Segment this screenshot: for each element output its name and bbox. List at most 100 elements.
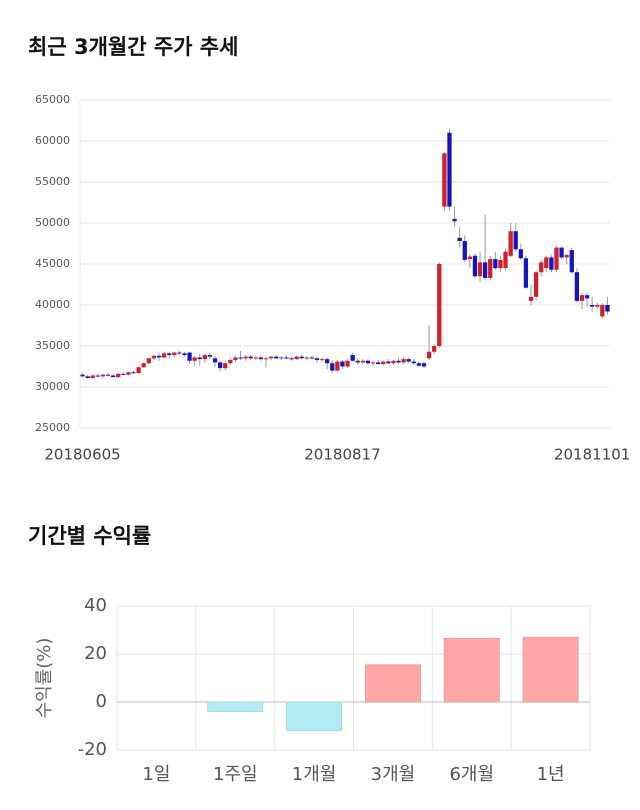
bar xyxy=(207,701,264,713)
candle-body xyxy=(177,352,182,354)
candle-body xyxy=(126,372,131,375)
candle-body xyxy=(508,231,513,256)
candle-body xyxy=(243,356,248,359)
candle-body xyxy=(314,358,320,360)
candle-body xyxy=(85,376,90,378)
candle-body xyxy=(218,362,223,369)
candle-body xyxy=(472,255,478,277)
candle-body xyxy=(386,361,391,364)
candle-body xyxy=(95,375,100,377)
candle-body xyxy=(156,355,162,358)
x-tick-label: 1일 xyxy=(142,764,170,785)
candle-body xyxy=(559,247,564,258)
candle-body xyxy=(574,272,580,301)
candle-body xyxy=(299,356,304,359)
bar xyxy=(443,638,500,703)
candle-body xyxy=(228,359,233,364)
candle-body xyxy=(411,361,416,364)
candle-body xyxy=(493,259,498,269)
y-tick-label: 25000 xyxy=(35,421,70,434)
candle-body xyxy=(569,250,574,273)
y-tick-label: -20 xyxy=(78,739,107,760)
bar xyxy=(286,701,343,732)
candle-body xyxy=(421,363,427,367)
candle-body xyxy=(437,264,442,346)
y-tick-label: 35000 xyxy=(35,339,70,352)
candle-body xyxy=(483,262,488,278)
bar xyxy=(364,664,421,703)
candle-body xyxy=(116,373,121,378)
candle-body xyxy=(161,353,167,358)
candle-body xyxy=(309,357,315,359)
candle-body xyxy=(590,305,595,307)
y-axis-title: 수익률(%) xyxy=(34,638,55,719)
candle-body xyxy=(416,363,422,366)
candle-body xyxy=(503,251,508,269)
candle-body xyxy=(513,231,518,250)
y-tick-label: 65000 xyxy=(35,93,70,106)
candle-body xyxy=(258,357,264,360)
candle-body xyxy=(141,363,146,368)
candle-body xyxy=(151,355,157,359)
candle-body xyxy=(406,359,411,362)
y-tick-label: 30000 xyxy=(35,380,70,393)
y-tick-label: 50000 xyxy=(35,216,70,229)
candle-body xyxy=(207,355,213,357)
candle-body xyxy=(426,351,432,359)
candle-body xyxy=(274,356,279,359)
chart-title: 기간별 수익률 xyxy=(28,524,151,548)
candle-body xyxy=(253,357,258,359)
candle-body xyxy=(233,357,238,360)
candle-body xyxy=(365,360,371,364)
candle-body xyxy=(518,249,523,259)
candle-body xyxy=(289,358,294,360)
x-tick-label: 1년 xyxy=(537,764,565,785)
x-tick-label: 1주일 xyxy=(213,764,258,785)
candle-body xyxy=(549,257,554,270)
candle-body xyxy=(584,295,590,299)
candle-body xyxy=(345,360,350,367)
candle-body xyxy=(80,374,85,377)
candle-body xyxy=(442,153,447,207)
candle-body xyxy=(304,357,309,359)
candle-body xyxy=(340,361,345,367)
candle-body xyxy=(375,362,381,365)
y-tick-label: 55000 xyxy=(35,175,70,188)
candle-body xyxy=(391,360,396,364)
candle-body xyxy=(105,374,111,376)
candle-body xyxy=(172,352,177,356)
candle-body xyxy=(452,218,457,222)
candle-body xyxy=(330,363,335,371)
candle-body xyxy=(554,247,559,270)
y-tick-label: 0 xyxy=(96,691,107,712)
candle-body xyxy=(136,367,141,374)
candle-body xyxy=(564,254,569,258)
candle-body xyxy=(294,356,299,360)
candle-body xyxy=(110,375,116,378)
candle-body xyxy=(187,352,192,361)
candle-body xyxy=(467,256,472,260)
candle-body xyxy=(605,305,610,312)
candle-body xyxy=(131,372,136,374)
candle-body xyxy=(100,374,106,377)
candle-body xyxy=(350,355,355,361)
y-tick-label: 20 xyxy=(84,643,107,664)
candle-body xyxy=(284,357,289,359)
x-tick-label: 3개월 xyxy=(371,764,416,785)
y-tick-label: 40000 xyxy=(35,298,70,311)
candle-body xyxy=(396,360,401,363)
candle-body xyxy=(370,362,376,364)
candle-body xyxy=(544,257,549,269)
candle-body xyxy=(595,305,600,307)
candle-body xyxy=(121,373,126,375)
candle-body xyxy=(212,358,218,363)
candle-body xyxy=(268,356,274,359)
candle-body xyxy=(533,272,539,297)
candle-body xyxy=(579,295,585,301)
candle-body xyxy=(457,237,462,242)
candle-body xyxy=(263,358,269,360)
candle-body xyxy=(279,357,284,359)
candle-body xyxy=(223,363,228,369)
x-tick-label: 1개월 xyxy=(292,764,337,785)
